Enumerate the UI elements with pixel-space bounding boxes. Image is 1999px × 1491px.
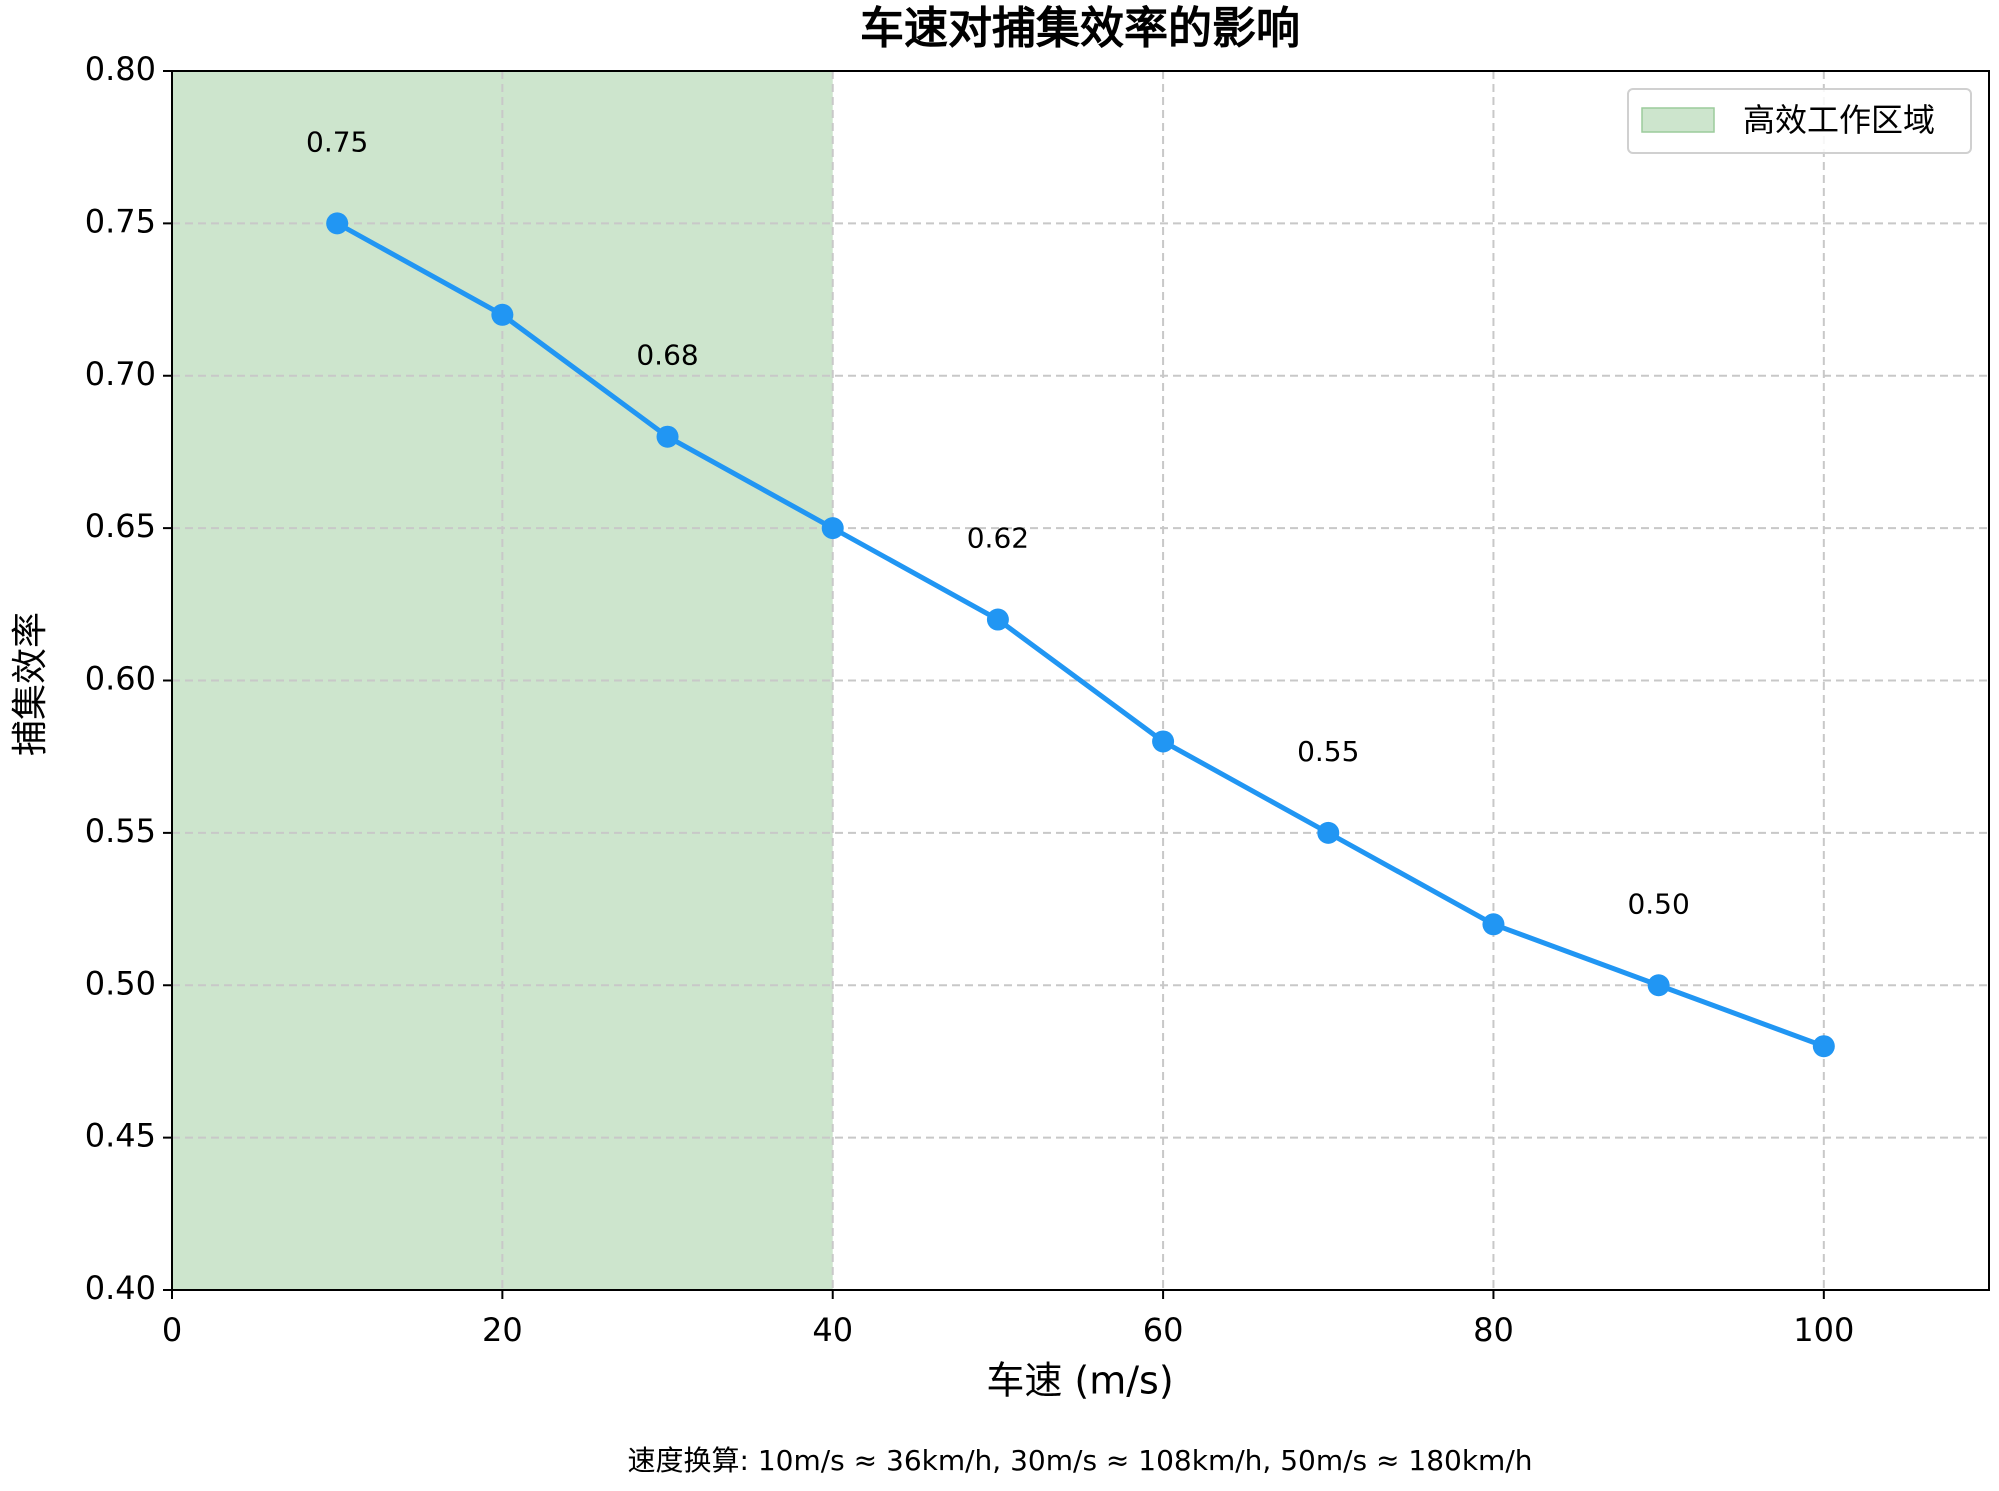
data-point [1152,730,1175,753]
y-tick-label: 0.75 [85,202,156,240]
x-axis-label: 车速 (m/s) [986,1359,1173,1403]
y-tick-label: 0.50 [85,964,156,1002]
data-point [326,212,349,235]
data-point [986,608,1009,631]
y-tick-label: 0.40 [85,1269,156,1307]
data-point [1482,913,1505,936]
y-tick-label: 0.45 [85,1117,156,1155]
legend-swatch [1641,107,1715,133]
y-tick-label: 0.65 [85,507,156,545]
data-point [1317,821,1340,844]
data-label: 0.62 [967,522,1029,555]
x-tick-label: 20 [482,1311,523,1349]
legend-box [1627,88,1972,154]
y-tick-label: 0.55 [85,812,156,850]
plot-frame [171,70,1990,1291]
data-point [1812,1035,1835,1058]
data-label: 0.50 [1627,887,1689,920]
x-tick-label: 80 [1473,1311,1514,1349]
data-label: 0.55 [1297,735,1359,768]
data-point [1647,974,1670,997]
legend-label: 高效工作区域 [1743,101,1935,139]
y-tick-label: 0.60 [85,660,156,698]
x-tick-label: 0 [162,1311,182,1349]
data-point [491,303,514,326]
data-label: 0.75 [306,125,368,158]
data-point [656,425,679,448]
x-tick-label: 40 [812,1311,853,1349]
y-tick-label: 0.70 [85,355,156,393]
x-tick-label: 100 [1793,1311,1854,1349]
y-tick-label: 0.80 [85,50,156,88]
data-point [821,517,844,540]
x-tick-label: 60 [1143,1311,1184,1349]
chart-title: 车速对捕集效率的影响 [860,3,1300,54]
data-line [335,221,1825,1049]
y-axis-label: 捕集效率 [10,612,51,756]
footnote: 速度换算: 10m/s ≈ 36km/h, 30m/s ≈ 108km/h, 5… [627,1444,1532,1477]
data-label: 0.68 [636,339,698,372]
